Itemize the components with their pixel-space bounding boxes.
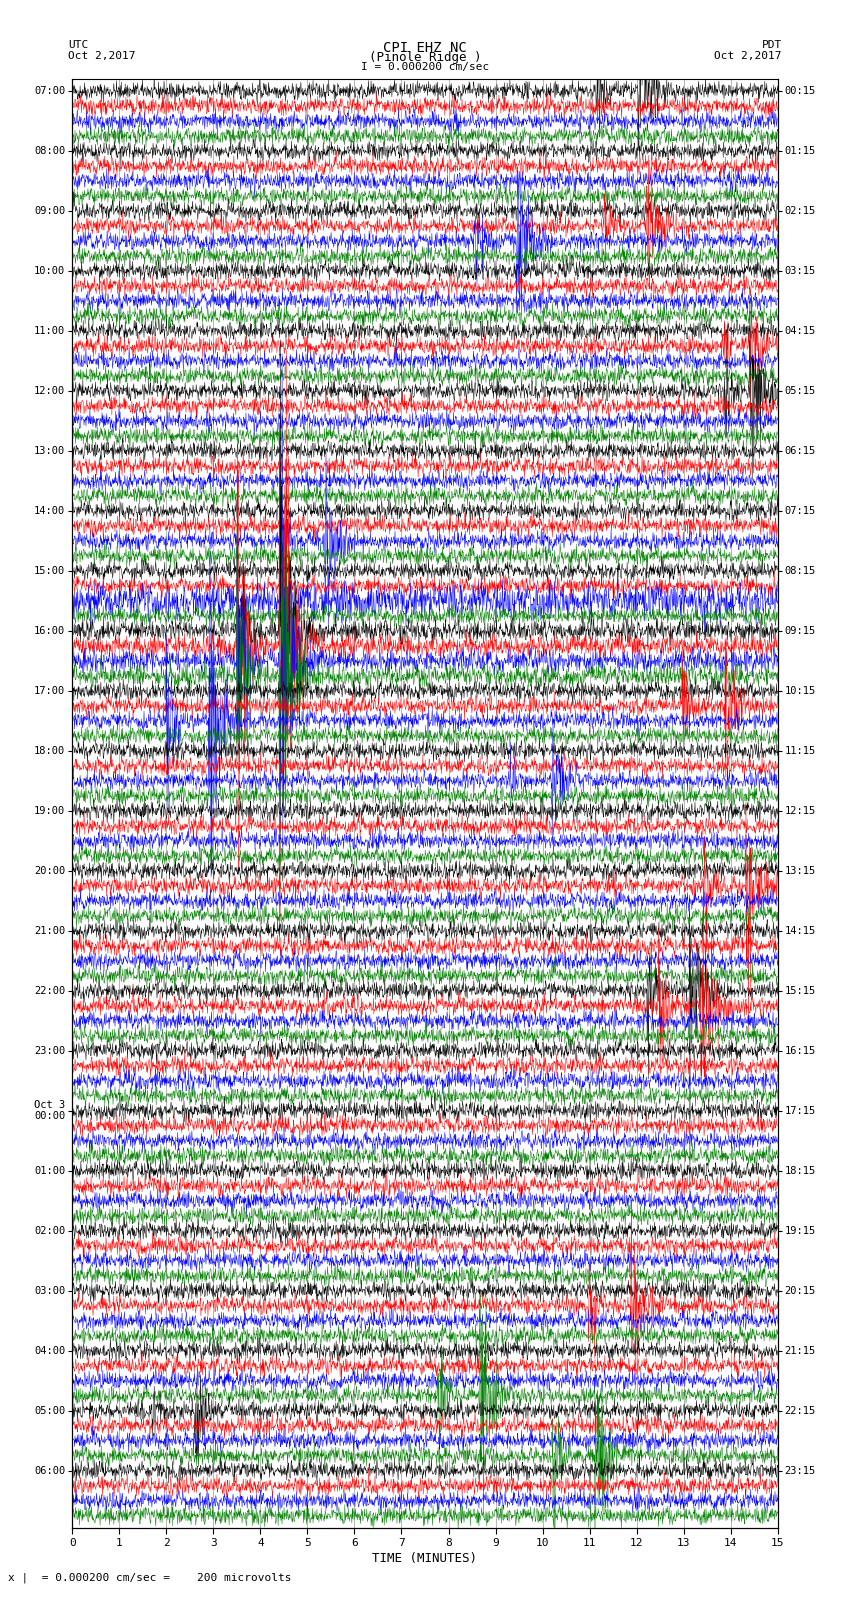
Text: I = 0.000200 cm/sec: I = 0.000200 cm/sec	[361, 61, 489, 73]
Text: CPI EHZ NC: CPI EHZ NC	[383, 40, 467, 55]
Text: (Pinole Ridge ): (Pinole Ridge )	[369, 50, 481, 65]
Text: x |  = 0.000200 cm/sec =    200 microvolts: x | = 0.000200 cm/sec = 200 microvolts	[8, 1573, 292, 1582]
Text: PDT: PDT	[762, 40, 782, 50]
Text: UTC: UTC	[68, 40, 88, 50]
X-axis label: TIME (MINUTES): TIME (MINUTES)	[372, 1552, 478, 1565]
Text: Oct 2,2017: Oct 2,2017	[715, 52, 782, 61]
Text: Oct 2,2017: Oct 2,2017	[68, 52, 135, 61]
